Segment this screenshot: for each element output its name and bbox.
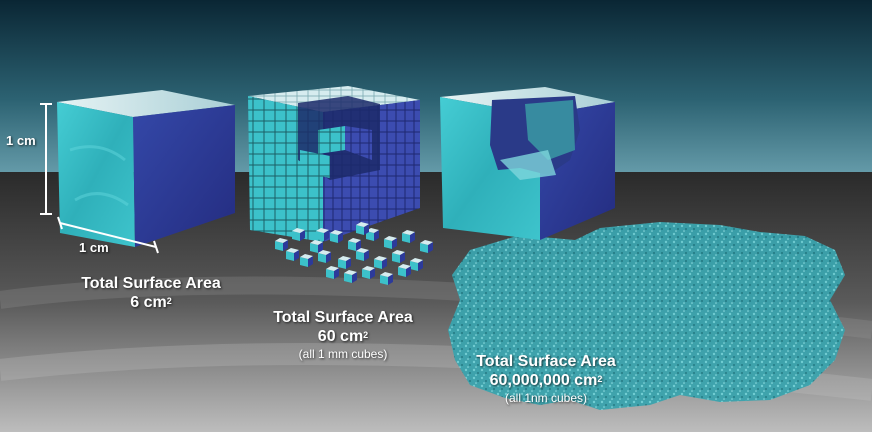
- height-label: 1 cm: [6, 133, 36, 148]
- panel-value: 60 cm2: [317, 328, 369, 345]
- panel-title: Total Surface Area: [81, 275, 221, 292]
- panel-note: (all 1 mm cubes): [298, 347, 388, 361]
- loose-cube: [330, 230, 343, 243]
- loose-cube: [380, 272, 393, 285]
- loose-cube: [410, 258, 423, 271]
- loose-cube: [420, 240, 433, 253]
- height-dimension: [40, 103, 52, 215]
- nanocube-powder: [448, 222, 845, 410]
- loose-mm-cubes: [275, 222, 433, 285]
- loose-cube: [356, 222, 369, 235]
- loose-cube: [344, 270, 357, 283]
- loose-cube: [402, 230, 415, 243]
- nm-cube-block: [440, 87, 615, 240]
- loose-cube: [292, 228, 305, 241]
- loose-cube: [374, 256, 387, 269]
- loose-cube: [366, 228, 379, 241]
- width-label: 1 cm: [79, 240, 109, 255]
- surface-area-label-1cm: Total Surface Area 6 cm2: [60, 274, 242, 312]
- loose-cube: [362, 266, 375, 279]
- loose-cube: [326, 266, 339, 279]
- loose-cube: [398, 264, 411, 277]
- loose-cube: [384, 236, 397, 249]
- loose-cube: [348, 238, 361, 251]
- panel-title: Total Surface Area: [273, 309, 413, 326]
- width-dimension: [57, 216, 159, 254]
- loose-cube: [316, 228, 329, 241]
- loose-cube: [310, 240, 323, 253]
- panel-value: 60,000,000 cm2: [489, 372, 603, 389]
- loose-cube: [338, 256, 351, 269]
- loose-cube: [318, 250, 331, 263]
- surface-area-label-nm: Total Surface Area 60,000,000 cm2 (all 1…: [455, 352, 637, 406]
- loose-cube: [286, 248, 299, 261]
- loose-cube: [300, 254, 313, 267]
- loose-cube: [392, 250, 405, 263]
- panel-value: 6 cm2: [130, 294, 172, 311]
- panel-title: Total Surface Area: [476, 353, 616, 370]
- mm-cube-block: [248, 86, 420, 242]
- surface-area-label-mm: Total Surface Area 60 cm2 (all 1 mm cube…: [252, 308, 434, 362]
- loose-cube: [275, 238, 288, 251]
- loose-cube: [356, 248, 369, 261]
- solid-cube: [57, 90, 235, 247]
- panel-note: (all 1nm cubes): [504, 391, 588, 405]
